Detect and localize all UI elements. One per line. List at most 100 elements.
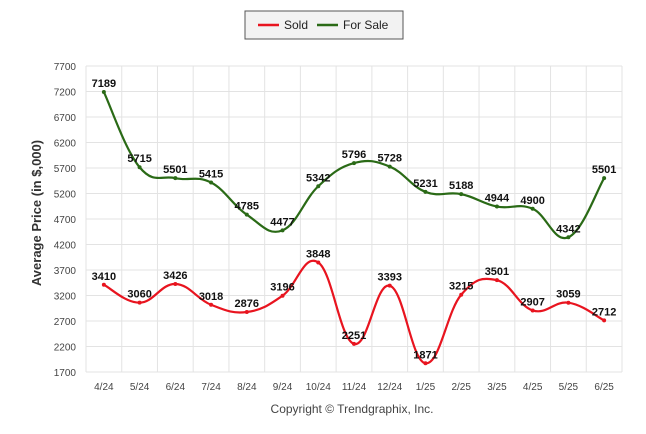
- data-label-sold: 3501: [485, 266, 509, 278]
- data-label-for-sale: 4900: [520, 195, 544, 207]
- data-label-sold: 3426: [163, 270, 187, 282]
- data-label-sold: 3215: [449, 281, 473, 293]
- y-tick-label: 5200: [54, 190, 77, 201]
- data-point-for-sale: [566, 235, 571, 240]
- y-axis-ticks: 1700 2200 2700 3200 3700 4200 4700 5200 5700 6200…: [54, 62, 77, 379]
- y-tick-label: 3700: [54, 266, 77, 277]
- x-tick-label: 7/24: [201, 382, 221, 393]
- data-label-for-sale: 4944: [485, 193, 510, 205]
- data-label-for-sale: 5796: [342, 149, 366, 161]
- data-label-for-sale: 4477: [270, 216, 294, 228]
- data-label-sold: 2251: [342, 330, 366, 342]
- y-tick-label: 2700: [54, 317, 77, 328]
- data-point-for-sale: [280, 228, 285, 233]
- x-tick-label: 9/24: [273, 382, 293, 393]
- x-tick-label: 1/25: [416, 382, 436, 393]
- data-point-for-sale: [101, 90, 106, 95]
- data-point-sold: [459, 292, 464, 297]
- data-point-sold: [423, 361, 428, 366]
- data-point-for-sale: [244, 212, 249, 217]
- y-tick-label: 6200: [54, 139, 77, 150]
- x-tick-label: 8/24: [237, 382, 257, 393]
- data-point-sold: [280, 293, 285, 298]
- series-line-sold: [103, 259, 605, 365]
- data-point-sold: [173, 281, 178, 286]
- data-label-for-sale: 5231: [413, 178, 437, 190]
- data-label-for-sale: 7189: [92, 78, 116, 90]
- data-label-sold: 3393: [377, 272, 401, 284]
- data-label-sold: 2907: [520, 296, 544, 308]
- data-label-for-sale: 5188: [449, 180, 473, 192]
- y-tick-label: 4200: [54, 241, 77, 252]
- data-point-for-sale: [316, 184, 321, 189]
- legend-label-for-sale: For Sale: [343, 18, 389, 32]
- data-label-for-sale: 4342: [556, 223, 580, 235]
- data-point-for-sale: [423, 189, 428, 194]
- y-tick-label: 6700: [54, 113, 77, 124]
- data-point-sold: [494, 278, 499, 283]
- copyright-footer: Copyright © Trendgraphix, Inc.: [271, 402, 434, 416]
- y-tick-label: 2200: [54, 343, 77, 354]
- data-label-sold: 3848: [306, 248, 330, 260]
- x-tick-label: 11/24: [342, 382, 367, 393]
- data-point-for-sale: [352, 161, 356, 166]
- data-point-sold: [530, 308, 535, 313]
- data-point-for-sale: [494, 204, 499, 209]
- y-tick-label: 5700: [54, 164, 77, 175]
- data-point-for-sale: [459, 192, 464, 197]
- x-tick-label: 2/25: [451, 382, 471, 393]
- data-label-sold: 2876: [235, 298, 259, 310]
- data-label-sold: 2712: [592, 306, 616, 318]
- data-label-for-sale: 5501: [592, 164, 616, 176]
- x-tick-label: 5/25: [559, 382, 579, 393]
- data-label-for-sale: 5715: [127, 153, 151, 165]
- x-tick-label: 10/24: [306, 382, 331, 393]
- data-label-for-sale: 5501: [163, 164, 187, 176]
- x-tick-label: 4/25: [523, 382, 543, 393]
- data-point-for-sale: [173, 176, 178, 181]
- data-point-sold: [566, 300, 571, 305]
- data-point-sold: [387, 283, 392, 288]
- data-label-sold: 3196: [270, 282, 294, 294]
- data-label-sold: 3060: [127, 289, 151, 301]
- data-label-sold: 3410: [92, 271, 116, 283]
- data-label-for-sale: 4785: [235, 201, 259, 213]
- data-point-sold: [602, 318, 607, 323]
- y-tick-label: 7700: [54, 62, 77, 73]
- data-point-for-sale: [137, 165, 142, 170]
- y-tick-label: 7200: [54, 88, 77, 99]
- x-tick-label: 4/24: [94, 382, 114, 393]
- data-label-sold: 1871: [413, 349, 437, 361]
- data-label-for-sale: 5728: [377, 153, 401, 165]
- data-label-for-sale: 5342: [306, 172, 330, 184]
- data-point-sold: [209, 302, 214, 307]
- grid: [85, 65, 623, 373]
- data-label-sold: 3018: [199, 291, 223, 303]
- data-point-sold: [244, 310, 249, 315]
- data-point-sold: [316, 260, 321, 265]
- data-point-for-sale: [387, 164, 392, 169]
- x-tick-label: 5/24: [130, 382, 150, 393]
- legend: Sold For Sale: [244, 10, 404, 40]
- x-axis-ticks: 4/24 5/24 6/24 7/24 8/24 9/24 10/24 11/24 12/24 1…: [94, 382, 614, 393]
- data-point-for-sale: [209, 180, 214, 185]
- x-tick-label: 6/24: [166, 382, 186, 393]
- data-label-sold: 3059: [556, 289, 580, 301]
- y-tick-label: 1700: [54, 368, 77, 379]
- y-tick-label: 3200: [54, 292, 77, 303]
- data-point-for-sale: [530, 206, 535, 211]
- x-tick-label: 3/25: [487, 382, 507, 393]
- y-axis-title: Average Price (in $,000): [29, 140, 44, 286]
- series-lines: [101, 90, 607, 366]
- y-tick-label: 4700: [54, 215, 77, 226]
- data-point-sold: [137, 300, 142, 305]
- data-point-for-sale: [602, 176, 607, 181]
- data-point-sold: [352, 341, 356, 346]
- x-tick-label: 12/24: [377, 382, 402, 393]
- x-tick-label: 6/25: [594, 382, 614, 393]
- data-labels: 3410 3060 3426 3018 2876 3196 3848 2251 3393 1871…: [92, 78, 617, 361]
- legend-label-sold: Sold: [284, 18, 308, 32]
- data-label-for-sale: 5415: [199, 169, 223, 181]
- data-point-sold: [101, 282, 106, 287]
